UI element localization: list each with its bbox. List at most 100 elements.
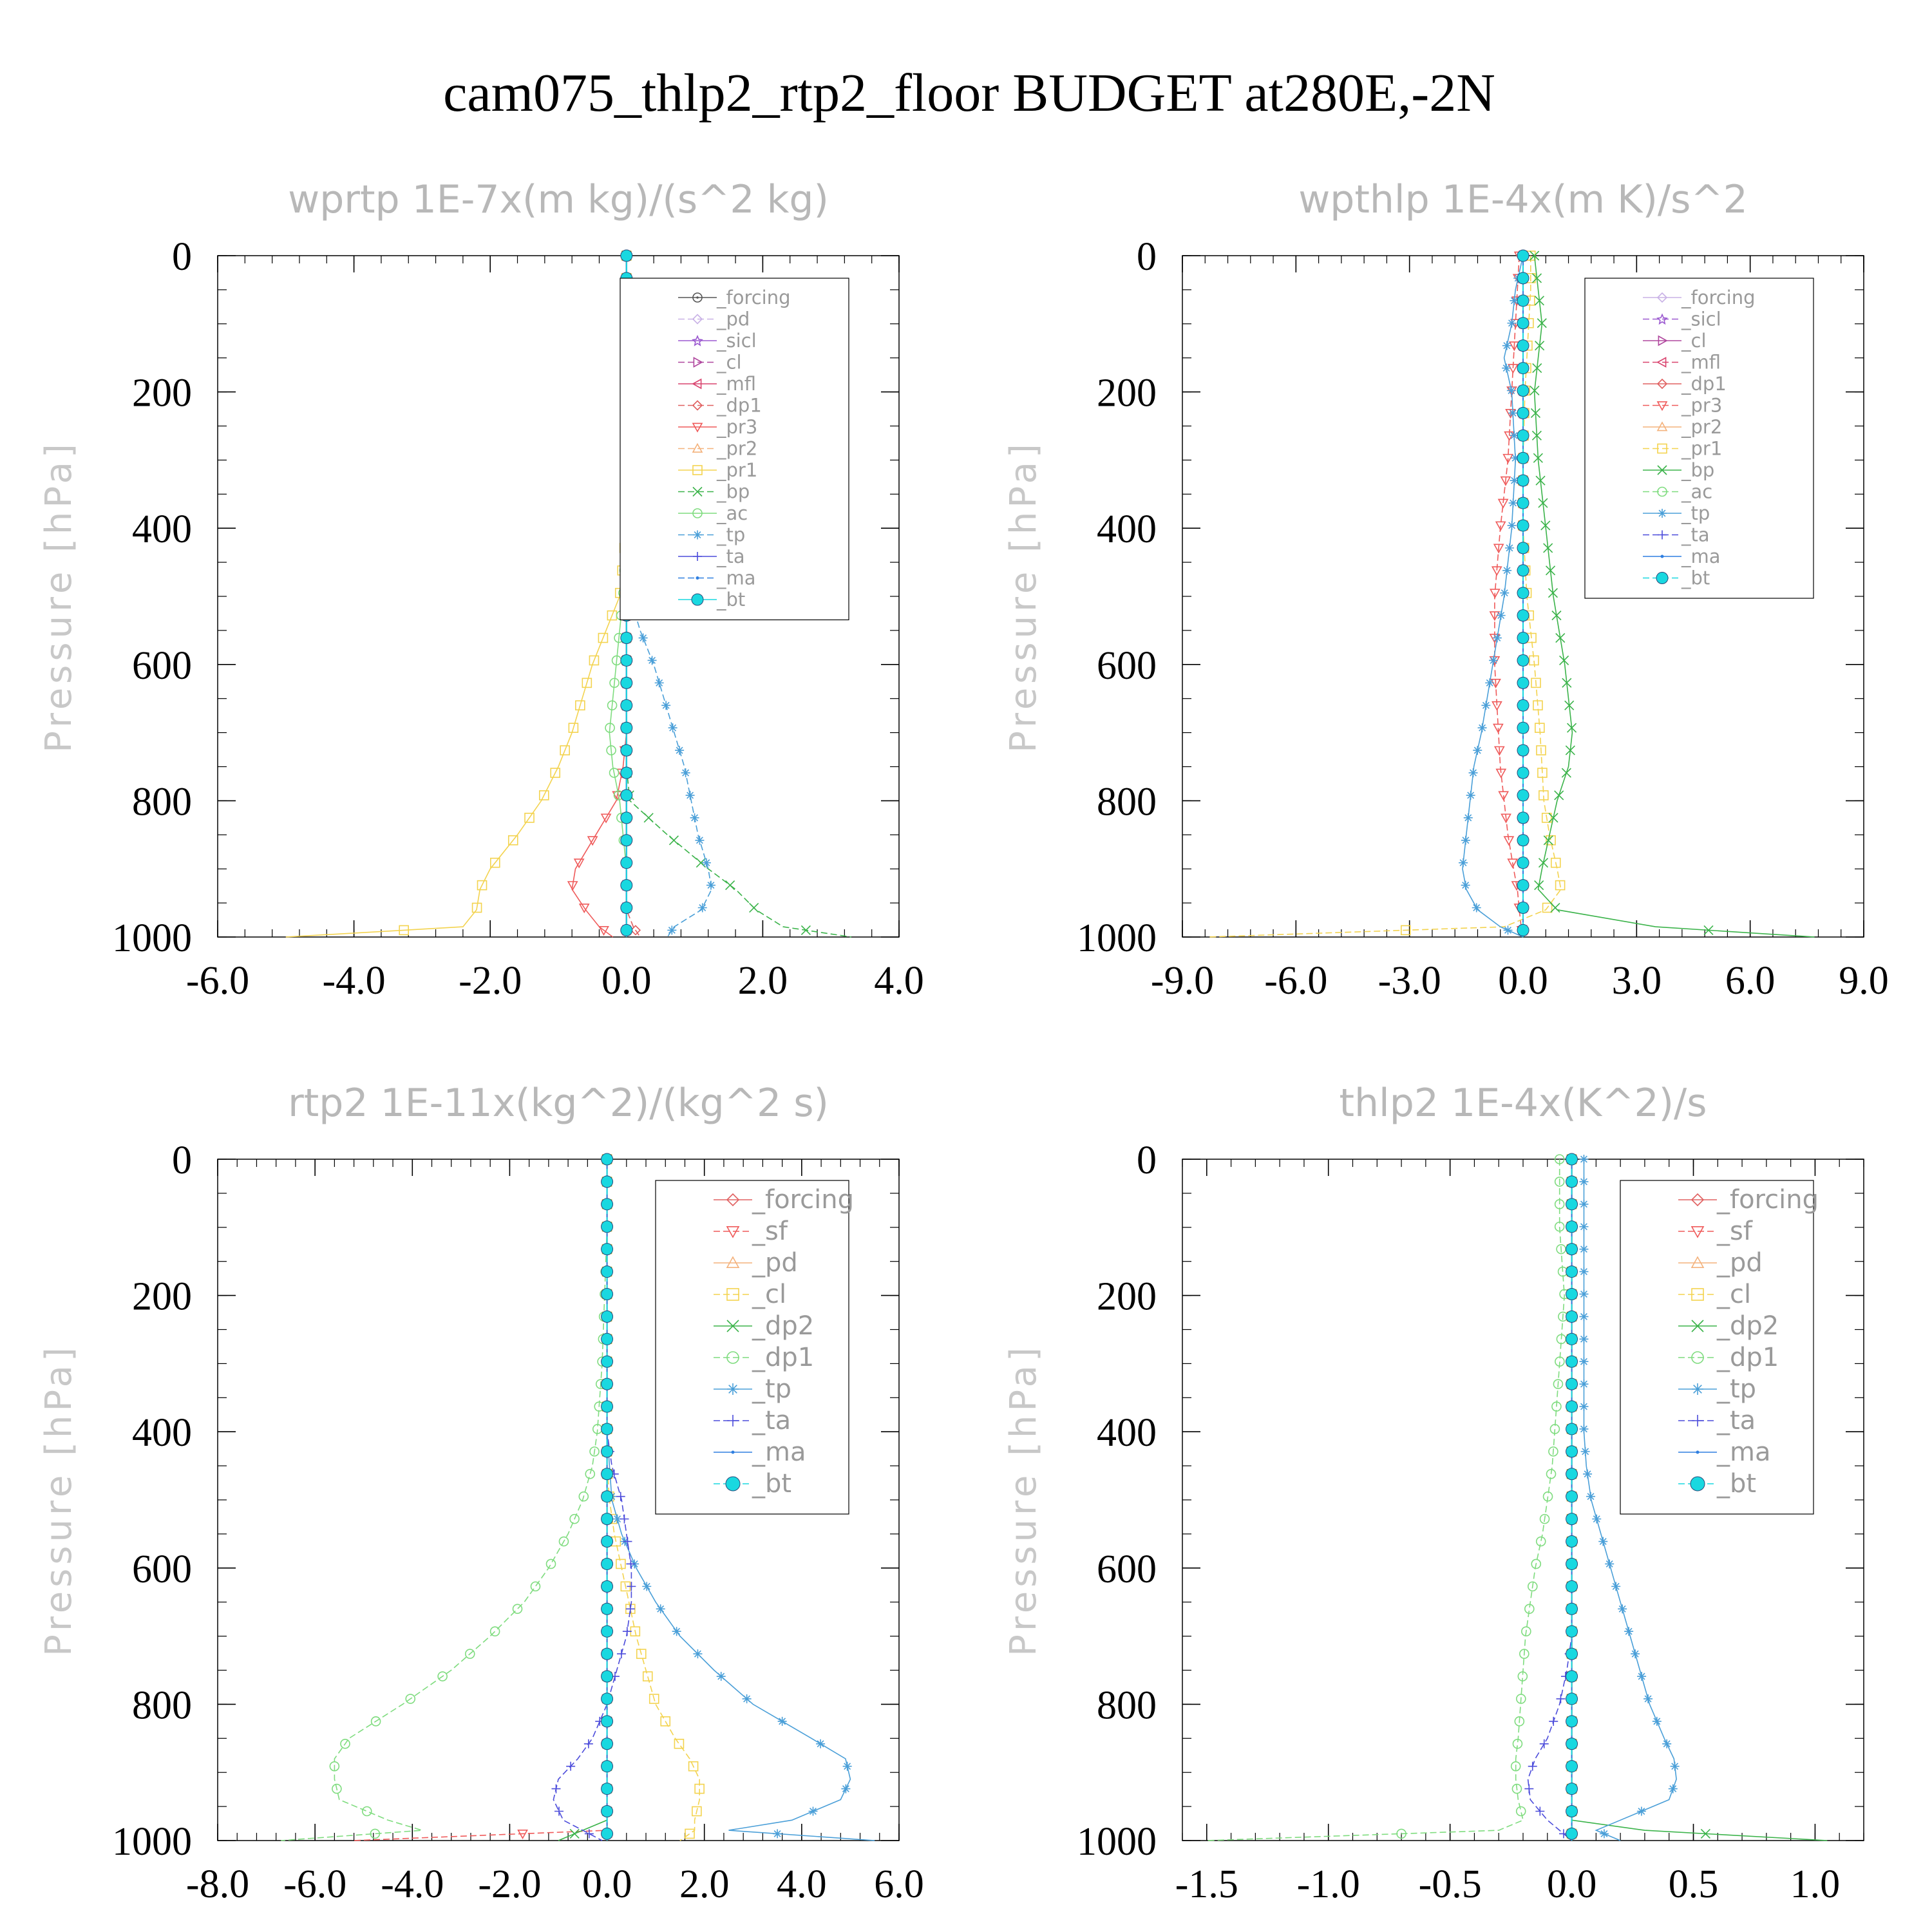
data-point [620,834,633,847]
data-point [489,1626,500,1636]
data-point [1517,474,1530,487]
data-point [1566,1715,1578,1728]
legend-item: _cl [714,1280,786,1309]
data-point [1517,249,1530,262]
x-tick-label: -0.5 [1419,1862,1482,1906]
data-point [1592,1514,1602,1524]
data-point [1579,1334,1589,1344]
legend-marker [1691,1288,1704,1301]
data-point [692,1806,702,1817]
data-point [725,880,735,891]
legend-label: _bp [1681,459,1714,481]
data-point [1579,1424,1589,1434]
data-point [1579,1244,1589,1254]
data-point [1566,1760,1578,1773]
data-point [1492,633,1502,643]
data-point [1542,902,1553,913]
legend-item: _ma [1678,1437,1770,1467]
data-point [841,1784,851,1794]
data-point [1517,789,1530,802]
data-point [1500,476,1511,486]
legend-label: _ta [716,545,745,567]
data-point [649,1694,659,1704]
data-point [587,836,598,846]
legend-marker [696,576,699,580]
legend-label: _ta [752,1406,791,1435]
legend-item: _ma [1643,545,1721,567]
legend-marker [726,1226,740,1238]
data-point [1652,1716,1662,1726]
data-point [620,811,633,824]
data-point [1495,521,1506,531]
x-tick-label: -9.0 [1151,959,1214,1003]
legend-marker [1656,313,1668,325]
data-point [1668,1784,1678,1794]
data-point [1554,1199,1565,1209]
data-point [1643,1694,1653,1703]
legend-item: _bp [1643,459,1714,481]
data-point [598,926,609,936]
legend-item: _cl [678,352,742,374]
data-point [1555,880,1566,891]
data-point [1566,1647,1578,1660]
data-point [1566,1243,1578,1256]
data-point [1504,543,1514,553]
data-point [567,881,578,891]
x-tick-label: -6.0 [186,959,249,1003]
data-point [1400,925,1411,936]
data-point [558,1536,569,1547]
y-tick-label: 200 [132,372,192,415]
legend-item: _ta [1643,524,1710,546]
data-point [609,677,620,688]
data-point [1564,700,1575,710]
data-point [1492,701,1502,711]
legend-marker [1660,554,1664,558]
data-point [1495,768,1507,779]
data-point [1561,768,1571,778]
data-point [1511,1783,1522,1794]
panel-4: thlp2 1E-4x(K^2)/s Pressure [hPa] -1.5 -1.0… [1003,1081,1864,1906]
data-point [1586,1492,1596,1501]
y-axis-label: Pressure [hPa] [1003,440,1045,753]
y-tick-label: 0 [172,235,192,279]
legend-marker [1656,292,1668,303]
data-point [601,1355,614,1368]
data-point [399,925,409,936]
data-point [1517,339,1530,352]
legend-label: _bt [1716,1469,1756,1499]
data-point [490,857,500,868]
legend-label: _pr3 [716,416,757,438]
data-point [1579,1312,1589,1321]
data-point [601,1332,614,1345]
data-point [332,1783,342,1794]
legend-marker [1657,443,1667,454]
legend-label: _cl [1681,330,1707,352]
legend-item: _sf [714,1217,788,1246]
data-point [1566,1265,1578,1278]
data-point [1535,1806,1545,1816]
data-point [685,1828,695,1839]
data-point [1502,453,1514,464]
data-point [575,700,585,711]
data-point [1396,1828,1406,1839]
data-point [620,766,633,779]
data-point [1551,611,1562,621]
legend-label: _ma [752,1437,806,1467]
data-point [601,1198,614,1211]
data-point [672,1627,681,1636]
figure-title: cam075_thlp2_rtp2_floor BUDGET at280E,-2… [443,63,1495,123]
data-point [1566,1580,1578,1593]
data-point [601,1445,614,1458]
x-tick-label: -6.0 [1264,959,1327,1003]
data-point [1550,857,1561,868]
data-point [1539,790,1549,800]
data-point [1529,655,1539,666]
data-point [1566,1287,1578,1300]
y-tick-label: 200 [1097,1275,1157,1319]
data-point [1531,430,1542,440]
data-point [1536,745,1546,755]
data-point [642,1582,652,1591]
data-point [616,1558,626,1569]
legend-label: _bt [1681,567,1710,589]
legend-label: _sf [752,1217,788,1246]
